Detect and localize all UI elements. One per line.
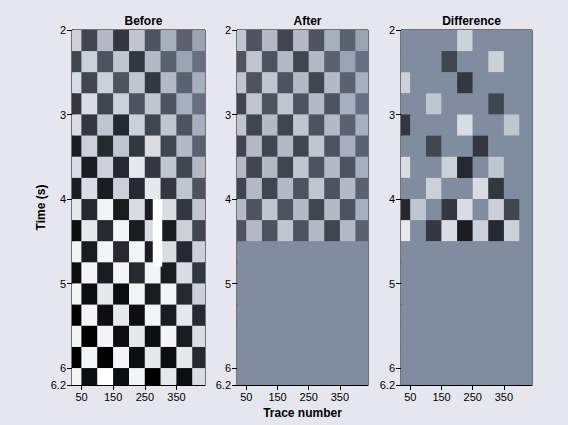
svg-text:Difference: Difference <box>442 14 501 28</box>
svg-text:150: 150 <box>104 391 122 403</box>
svg-text:250: 250 <box>464 391 482 403</box>
svg-text:150: 150 <box>432 391 450 403</box>
svg-text:6.2: 6.2 <box>380 379 395 391</box>
svg-text:Time (s): Time (s) <box>34 185 48 231</box>
svg-text:5: 5 <box>60 278 66 290</box>
svg-text:2: 2 <box>225 24 231 36</box>
svg-text:4: 4 <box>225 193 231 205</box>
svg-text:2: 2 <box>60 24 66 36</box>
svg-text:6: 6 <box>389 362 395 374</box>
svg-text:3: 3 <box>225 109 231 121</box>
svg-text:After: After <box>293 14 321 28</box>
svg-text:6: 6 <box>225 362 231 374</box>
svg-text:350: 350 <box>167 391 185 403</box>
svg-text:6.2: 6.2 <box>216 379 231 391</box>
svg-text:350: 350 <box>495 391 513 403</box>
svg-text:250: 250 <box>300 391 318 403</box>
svg-text:6: 6 <box>60 362 66 374</box>
svg-text:3: 3 <box>389 109 395 121</box>
svg-text:5: 5 <box>225 278 231 290</box>
svg-text:50: 50 <box>240 391 252 403</box>
svg-text:3: 3 <box>60 109 66 121</box>
svg-text:5: 5 <box>389 278 395 290</box>
svg-text:4: 4 <box>389 193 395 205</box>
svg-text:Before: Before <box>124 14 162 28</box>
svg-text:350: 350 <box>331 391 349 403</box>
svg-text:150: 150 <box>268 391 286 403</box>
svg-text:250: 250 <box>136 391 154 403</box>
svg-text:4: 4 <box>60 193 66 205</box>
svg-text:6.2: 6.2 <box>51 379 66 391</box>
svg-text:2: 2 <box>389 24 395 36</box>
svg-text:Trace number: Trace number <box>263 406 342 420</box>
svg-text:50: 50 <box>404 391 416 403</box>
svg-text:50: 50 <box>75 391 87 403</box>
